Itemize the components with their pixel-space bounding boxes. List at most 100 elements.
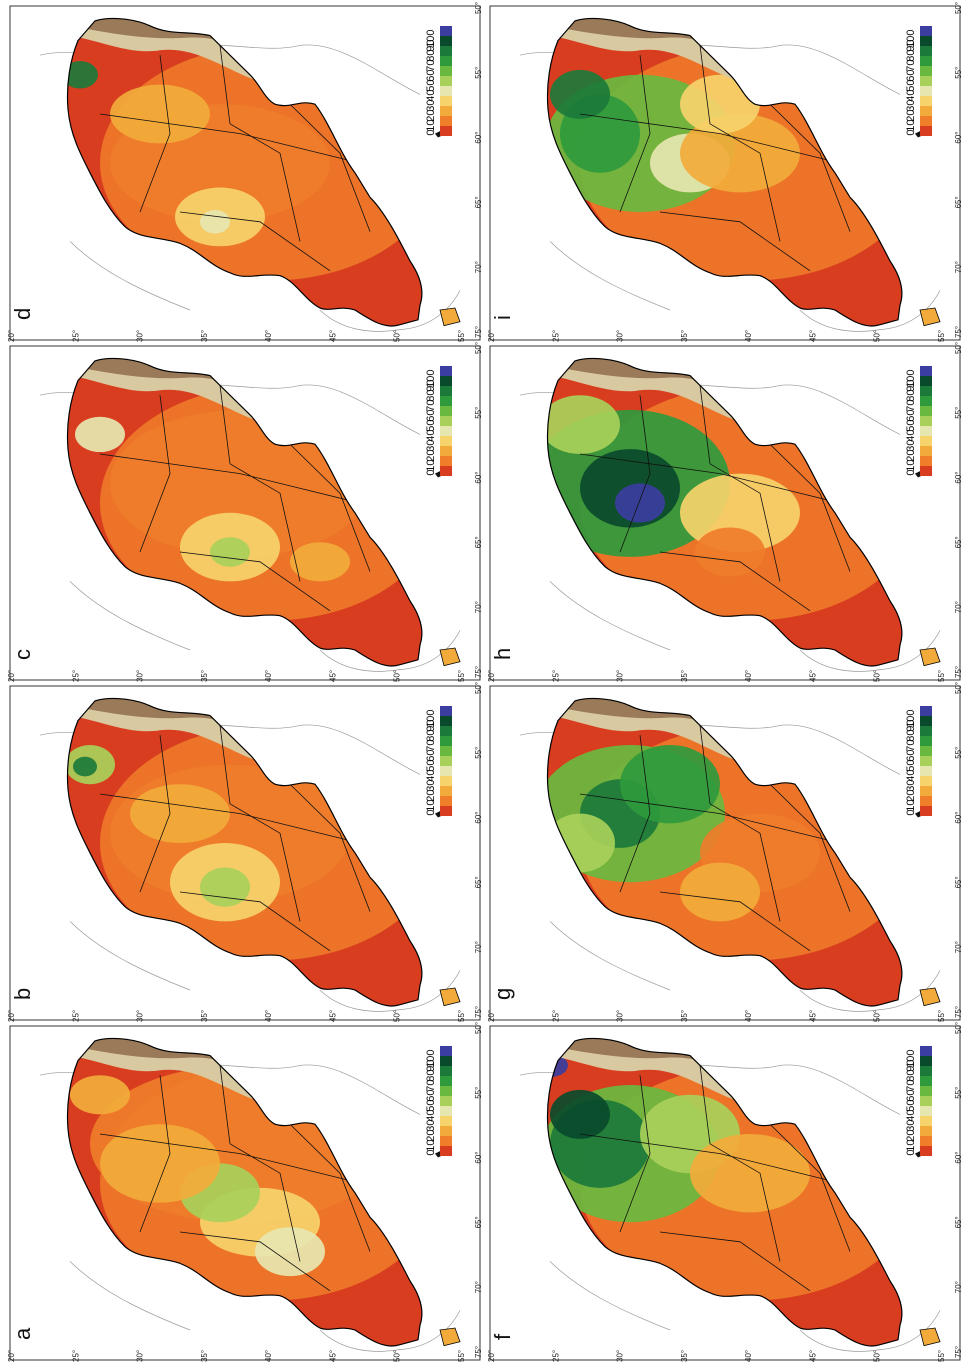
legend-label: 20 — [905, 110, 917, 122]
andes-high-mask — [70, 1038, 330, 1100]
lon-tick-label: 65° — [954, 196, 963, 208]
legend-label: 100 — [425, 710, 437, 728]
legend-swatch — [440, 736, 452, 746]
lon-tick-label: 75° — [474, 326, 483, 338]
legend-label: 0 — [425, 130, 437, 136]
legend-label: 40 — [425, 1110, 437, 1122]
legend-swatch — [440, 706, 452, 716]
lat-tick-label: 25° — [551, 1010, 560, 1022]
andes-high-mask — [550, 698, 810, 760]
legend-label: 40 — [425, 90, 437, 102]
coastline — [69, 1261, 191, 1331]
legend-label: 60 — [905, 750, 917, 762]
legend-label: 80 — [425, 1070, 437, 1082]
legend-label: 50 — [905, 80, 917, 92]
value-region — [615, 483, 665, 523]
legend-swatch — [440, 96, 452, 106]
legend-label: 60 — [425, 1090, 437, 1102]
legend-swatch — [440, 106, 452, 116]
lon-tick-label: 65° — [474, 1216, 483, 1228]
legend-swatch — [440, 376, 452, 386]
legend-swatch — [440, 796, 452, 806]
value-region — [130, 784, 230, 843]
legend-swatch — [440, 446, 452, 456]
legend-swatch — [440, 1046, 452, 1056]
legend-label: 40 — [905, 770, 917, 782]
panel-letter-c: c — [10, 649, 35, 660]
lat-tick-label: 25° — [71, 1350, 80, 1362]
legend-swatch — [440, 1146, 452, 1156]
legend-label: 100 — [905, 370, 917, 388]
legend-swatch — [920, 1146, 932, 1156]
legend-label: 10 — [425, 460, 437, 472]
coastline — [799, 1310, 941, 1352]
legend-label: 50 — [905, 1100, 917, 1112]
legend-swatch — [920, 706, 932, 716]
legend-swatch — [920, 766, 932, 776]
map-panel-h: 20° 25° 30° 35° 40° 45° 50° 55° 75° 70° 65° 60° 55° 5… — [487, 342, 963, 682]
legend-swatch — [440, 1086, 452, 1096]
lat-tick-label: 45° — [808, 1010, 817, 1022]
map-panel-b: 20° 25° 30° 35° 40° 45° 50° 55° 75° 70° 65° 60° 55° 5… — [7, 682, 483, 1022]
legend-label: 40 — [905, 430, 917, 442]
lat-tick-label: 35° — [680, 1010, 689, 1022]
legend-swatch — [920, 366, 932, 376]
country-outline — [66, 1037, 423, 1347]
legend-swatch — [440, 766, 452, 776]
value-region — [200, 210, 230, 234]
lat-tick-label: 35° — [200, 670, 209, 682]
value-region — [210, 537, 250, 567]
legend-swatch — [920, 96, 932, 106]
lon-tick-label: 75° — [474, 1346, 483, 1358]
legend-label: 50 — [425, 420, 437, 432]
lon-tick-label: 60° — [954, 811, 963, 823]
lon-tick-label: 50° — [954, 2, 963, 14]
legend-swatch — [440, 386, 452, 396]
legend-swatch — [440, 126, 452, 136]
country-outline — [66, 357, 423, 667]
andes-high-mask — [70, 698, 330, 760]
coastline — [799, 290, 941, 332]
lon-tick-label: 70° — [474, 261, 483, 273]
coastline — [549, 921, 671, 991]
panel-letter-h: h — [490, 648, 515, 660]
lat-tick-label: 50° — [873, 330, 882, 342]
lat-tick-label: 45° — [808, 1350, 817, 1362]
legend-swatch — [440, 756, 452, 766]
legend-label: 30 — [425, 1120, 437, 1132]
legend-swatch — [920, 26, 932, 36]
legend-label: 90 — [905, 720, 917, 732]
lon-tick-label: 70° — [954, 601, 963, 613]
legend-swatch — [440, 36, 452, 46]
lon-tick-label: 55° — [954, 1087, 963, 1099]
value-region — [100, 1124, 220, 1203]
lon-tick-label: 70° — [954, 1281, 963, 1293]
lat-tick-label: 35° — [680, 1350, 689, 1362]
legend-label: 20 — [905, 1130, 917, 1142]
legend-swatch — [920, 1076, 932, 1086]
legend-swatch — [920, 716, 932, 726]
andes-mask — [550, 1038, 840, 1144]
legend-swatch — [440, 806, 452, 816]
legend-label: 100 — [425, 30, 437, 48]
legend-swatch — [920, 1136, 932, 1146]
legend-swatch — [440, 1076, 452, 1086]
legend-label: 40 — [905, 1110, 917, 1122]
legend-label: 0 — [905, 130, 917, 136]
lat-tick-label: 55° — [937, 330, 946, 342]
lon-tick-label: 70° — [954, 261, 963, 273]
legend-label: 10 — [905, 460, 917, 472]
legend-label: 20 — [425, 450, 437, 462]
legend-label: 70 — [425, 400, 437, 412]
value-region — [680, 862, 760, 922]
value-region — [73, 756, 97, 777]
province-borders — [99, 725, 371, 952]
legend-swatch — [440, 416, 452, 426]
value-region — [255, 1227, 325, 1277]
lon-tick-label: 50° — [474, 342, 483, 354]
andes-mask — [550, 18, 840, 124]
value-region — [547, 395, 620, 455]
legend-swatch — [440, 86, 452, 96]
lat-tick-label: 25° — [551, 1350, 560, 1362]
